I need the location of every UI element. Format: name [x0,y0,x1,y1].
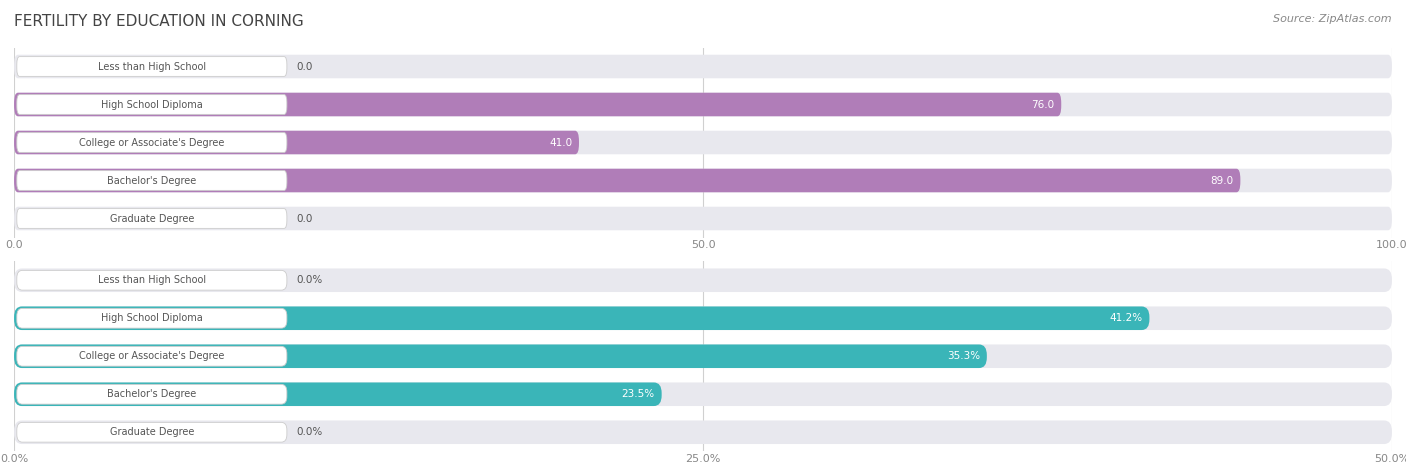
FancyBboxPatch shape [14,344,987,368]
Text: 41.2%: 41.2% [1109,313,1143,323]
FancyBboxPatch shape [14,207,1392,230]
Text: College or Associate's Degree: College or Associate's Degree [79,137,225,148]
FancyBboxPatch shape [14,344,1392,368]
Text: High School Diploma: High School Diploma [101,99,202,110]
FancyBboxPatch shape [17,384,287,404]
FancyBboxPatch shape [14,306,1150,330]
FancyBboxPatch shape [17,171,287,190]
FancyBboxPatch shape [14,169,1240,192]
FancyBboxPatch shape [17,57,287,76]
Text: 0.0: 0.0 [297,61,314,72]
Text: Less than High School: Less than High School [98,61,205,72]
FancyBboxPatch shape [14,131,1392,154]
FancyBboxPatch shape [17,422,287,442]
Text: 89.0: 89.0 [1211,175,1233,186]
Text: 23.5%: 23.5% [621,389,655,399]
FancyBboxPatch shape [14,268,1392,292]
FancyBboxPatch shape [17,346,287,366]
FancyBboxPatch shape [14,420,1392,444]
FancyBboxPatch shape [14,169,1392,192]
Text: Source: ZipAtlas.com: Source: ZipAtlas.com [1274,14,1392,24]
Text: Graduate Degree: Graduate Degree [110,213,194,224]
FancyBboxPatch shape [17,133,287,152]
FancyBboxPatch shape [14,55,1392,78]
Text: 0.0%: 0.0% [297,275,323,285]
Text: Bachelor's Degree: Bachelor's Degree [107,175,197,186]
FancyBboxPatch shape [14,93,1062,116]
FancyBboxPatch shape [14,382,662,406]
Text: High School Diploma: High School Diploma [101,313,202,323]
Text: 0.0%: 0.0% [297,427,323,437]
Text: College or Associate's Degree: College or Associate's Degree [79,351,225,361]
FancyBboxPatch shape [14,131,579,154]
FancyBboxPatch shape [17,308,287,328]
FancyBboxPatch shape [17,95,287,114]
Text: 41.0: 41.0 [548,137,572,148]
Text: 76.0: 76.0 [1031,99,1054,110]
Text: 35.3%: 35.3% [946,351,980,361]
Text: 0.0: 0.0 [297,213,314,224]
FancyBboxPatch shape [14,382,1392,406]
Text: Less than High School: Less than High School [98,275,205,285]
Text: Graduate Degree: Graduate Degree [110,427,194,437]
FancyBboxPatch shape [17,270,287,290]
Text: FERTILITY BY EDUCATION IN CORNING: FERTILITY BY EDUCATION IN CORNING [14,14,304,29]
FancyBboxPatch shape [17,209,287,228]
FancyBboxPatch shape [14,93,1392,116]
Text: Bachelor's Degree: Bachelor's Degree [107,389,197,399]
FancyBboxPatch shape [14,306,1392,330]
